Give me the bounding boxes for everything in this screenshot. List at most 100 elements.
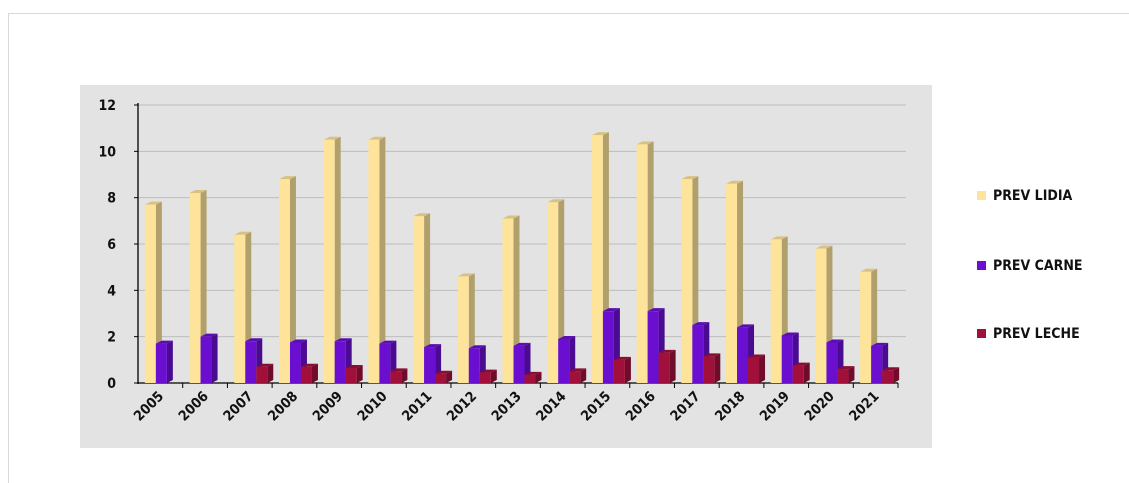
bar-top	[479, 369, 497, 373]
bar-prev-leche-2021	[882, 370, 894, 383]
bar-top	[513, 342, 531, 346]
bar-side	[803, 362, 810, 383]
bar-prev-lidia-2012	[457, 276, 469, 383]
bar-side	[714, 353, 721, 383]
bar-top	[390, 368, 408, 372]
bar-prev-carne-2014	[558, 338, 570, 383]
bar-top	[558, 335, 576, 339]
bar-top	[323, 136, 341, 140]
bar-top	[457, 273, 475, 277]
bar-prev-leche-2017	[703, 356, 715, 383]
bar-side	[379, 136, 386, 383]
bar-top	[726, 180, 744, 184]
bar-side	[446, 370, 453, 383]
bar-top	[200, 333, 218, 337]
bar-top	[781, 332, 799, 336]
bar-top	[468, 345, 486, 349]
bar-prev-leche-2013	[524, 374, 536, 383]
bar-prev-carne-2020	[826, 342, 838, 383]
bar-top	[658, 349, 676, 353]
bar-top	[692, 322, 710, 326]
bar-prev-carne-2009	[334, 341, 346, 383]
bar-prev-carne-2005	[155, 343, 167, 383]
y-tick-label: 4	[107, 283, 116, 299]
bar-side	[759, 354, 766, 383]
bar-prev-leche-2007	[256, 366, 268, 383]
y-tick-labels: 0 2 4 6 8 10 12	[98, 98, 116, 392]
y-tick-label: 2	[107, 330, 116, 346]
bar-top	[770, 236, 788, 240]
bar-top	[591, 132, 609, 136]
bar-prev-leche-2009	[345, 367, 357, 383]
y-tick-label: 0	[107, 376, 116, 392]
bar-prev-lidia-2006	[189, 193, 201, 383]
bar-prev-leche-2020	[837, 369, 849, 383]
bar-prev-carne-2019	[781, 335, 793, 383]
bar-top	[424, 344, 442, 348]
legend: PREV LIDIA PREV CARNE PREV LECHE	[977, 188, 1083, 342]
bar-top	[155, 340, 173, 344]
bar-prev-carne-2012	[468, 348, 480, 383]
bar-prev-lidia-2021	[860, 271, 872, 383]
bar-prev-leche-2014	[569, 371, 581, 383]
bar-prev-carne-2015	[602, 311, 614, 383]
bar-prev-lidia-2011	[413, 216, 425, 383]
y-tick-label: 10	[98, 144, 116, 160]
bar-side	[848, 366, 855, 383]
bar-top	[871, 342, 889, 346]
bar-top	[300, 363, 318, 367]
bar-prev-leche-2008	[300, 366, 312, 383]
bar-prev-lidia-2015	[591, 135, 603, 383]
chart-frame	[8, 13, 1129, 483]
bar-top	[826, 339, 844, 343]
bar-top	[748, 354, 766, 358]
bars	[144, 132, 900, 383]
bar-side	[669, 349, 676, 383]
bar-top	[334, 338, 352, 342]
bar-top	[792, 362, 810, 366]
bar-side	[535, 371, 542, 383]
bar-side	[155, 201, 162, 383]
bar-side	[166, 340, 173, 383]
bar-prev-lidia-2007	[234, 234, 246, 383]
bar-top	[647, 308, 665, 312]
bar-top	[435, 370, 453, 374]
bar-prev-leche-2019	[792, 365, 804, 383]
legend-swatch	[977, 261, 986, 270]
bar-top	[613, 356, 631, 360]
bar-side	[490, 369, 497, 383]
bar-top	[681, 176, 699, 180]
bar-prev-leche-2010	[390, 371, 402, 383]
bar-top	[815, 245, 833, 249]
bar-prev-leche-2011	[435, 373, 447, 383]
bar-top	[189, 190, 207, 194]
bar-top	[547, 199, 565, 203]
legend-swatch	[977, 191, 986, 200]
bar-prev-carne-2013	[513, 345, 525, 383]
bar-side	[424, 213, 431, 383]
legend-swatch	[977, 329, 986, 338]
bar-side	[624, 356, 631, 383]
bar-prev-carne-2006	[200, 336, 212, 383]
legend-label: PREV LIDIA	[993, 188, 1073, 204]
bar-prev-carne-2021	[871, 345, 883, 383]
bar-prev-carne-2018	[737, 327, 749, 383]
legend-label: PREV LECHE	[993, 326, 1080, 342]
bar-top	[289, 339, 307, 343]
bar-prev-leche-2016	[658, 352, 670, 383]
bar-top	[379, 340, 397, 344]
bar-top	[569, 368, 587, 372]
bar-prev-leche-2015	[613, 359, 625, 383]
bar-top	[860, 268, 878, 272]
bar-prev-lidia-2019	[770, 239, 782, 383]
bar-prev-lidia-2016	[636, 144, 648, 383]
bar-prev-leche-2012	[479, 372, 491, 383]
bar-top	[245, 338, 263, 342]
bar-prev-lidia-2008	[278, 179, 290, 383]
bar-side	[893, 367, 900, 383]
bar-side	[401, 368, 408, 383]
bar-prev-lidia-2014	[547, 202, 559, 383]
bar-side	[580, 368, 587, 383]
bar-top	[524, 371, 542, 375]
